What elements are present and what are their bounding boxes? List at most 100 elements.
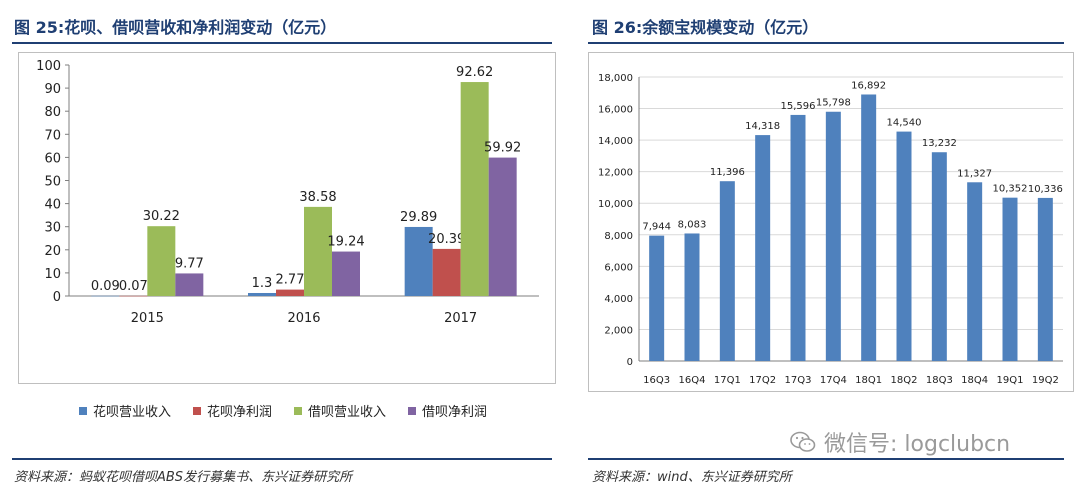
y-tick-label: 14,000 bbox=[598, 136, 633, 147]
data-label: 11,327 bbox=[957, 168, 992, 179]
source-note-left: 资料来源：蚂蚁花呗借呗ABS发行募集书、东兴证券研究所 bbox=[14, 470, 353, 485]
y-tick-label: 90 bbox=[44, 82, 61, 97]
legend-label: 借呗营业收入 bbox=[308, 405, 387, 420]
bar bbox=[790, 114, 806, 361]
bar bbox=[248, 292, 276, 296]
bar bbox=[1037, 197, 1053, 361]
x-tick-label: 18Q3 bbox=[926, 375, 953, 386]
source-rule-right bbox=[588, 458, 1064, 460]
y-tick-label: 0 bbox=[627, 357, 633, 368]
title-rule-right bbox=[588, 42, 1064, 44]
left-panel: 图 25:花呗、借呗营收和净利润变动（亿元） 0 10 20 30 40 50 60 70 80… bbox=[12, 18, 556, 485]
data-label: 16,892 bbox=[851, 80, 886, 91]
y-tick-label: 80 bbox=[44, 105, 61, 120]
bar bbox=[719, 181, 735, 361]
bar bbox=[967, 182, 983, 361]
chart-area-left: 0 10 20 30 40 50 60 70 80 90 100 2015 0.09 0.07 30.22 9… bbox=[18, 52, 556, 420]
bar bbox=[755, 135, 771, 361]
bar bbox=[931, 152, 947, 361]
revenue-profit-bar-chart: 0 10 20 30 40 50 60 70 80 90 100 2015 0.09 0.07 30.22 9… bbox=[36, 59, 539, 326]
data-label: 20.39 bbox=[428, 232, 465, 247]
data-label: 11,396 bbox=[710, 167, 745, 178]
y-tick-label: 2,000 bbox=[604, 325, 633, 336]
data-label: 1.3 bbox=[252, 276, 273, 291]
data-label: 7,944 bbox=[642, 222, 671, 233]
bar bbox=[861, 94, 877, 361]
legend-item: 花呗营业收入 bbox=[79, 401, 171, 420]
x-tick-label: 17Q1 bbox=[714, 375, 741, 386]
legend-item: 花呗净利润 bbox=[193, 401, 272, 420]
data-label: 0.09 bbox=[91, 279, 120, 294]
bar bbox=[332, 251, 360, 296]
x-tick-label: 19Q1 bbox=[997, 375, 1024, 386]
y-tick-label: 0 bbox=[53, 290, 61, 305]
bar bbox=[404, 226, 433, 296]
data-label: 14,540 bbox=[887, 118, 922, 129]
data-label: 10,336 bbox=[1028, 184, 1063, 195]
wechat-icon bbox=[790, 431, 816, 453]
y-tick-label: 20 bbox=[44, 244, 61, 259]
x-tick-label: 16Q3 bbox=[643, 375, 670, 386]
bar bbox=[147, 226, 176, 296]
x-tick-label: 18Q1 bbox=[855, 375, 882, 386]
chart-area-right: 0 2,000 4,000 6,000 8,000 10,000 12,000 14,000 1… bbox=[588, 52, 1074, 392]
bar bbox=[684, 233, 700, 361]
y-tick-label: 4,000 bbox=[604, 294, 633, 305]
legend-item: 借呗净利润 bbox=[408, 401, 487, 420]
legend-item: 借呗营业收入 bbox=[294, 401, 386, 420]
x-tick-label: 17Q3 bbox=[785, 375, 812, 386]
data-label: 15,798 bbox=[816, 98, 851, 109]
data-label: 92.62 bbox=[456, 65, 493, 80]
bar bbox=[432, 248, 461, 296]
bar bbox=[896, 131, 912, 361]
bar bbox=[175, 273, 204, 296]
legend-swatch bbox=[193, 406, 202, 415]
x-tick-label: 2016 bbox=[287, 311, 320, 326]
y-tick-label: 70 bbox=[44, 128, 61, 143]
data-label: 30.22 bbox=[143, 209, 180, 224]
bar bbox=[119, 295, 148, 297]
y-tick-label: 40 bbox=[44, 198, 61, 213]
data-label: 10,352 bbox=[993, 184, 1028, 195]
data-label: 9.77 bbox=[175, 256, 204, 271]
chart-title-right: 图 26:余额宝规模变动（亿元） bbox=[592, 18, 819, 37]
bar bbox=[304, 206, 332, 296]
y-tick-label: 6,000 bbox=[604, 262, 633, 273]
source-rule-left bbox=[12, 458, 552, 460]
x-tick-label: 2017 bbox=[444, 311, 477, 326]
x-tick-label: 19Q2 bbox=[1032, 375, 1059, 386]
data-label: 0.07 bbox=[119, 279, 148, 294]
legend-label: 借呗净利润 bbox=[422, 405, 488, 420]
y-tick-label: 8,000 bbox=[604, 231, 633, 242]
data-label: 8,083 bbox=[678, 219, 707, 230]
watermark-text: 微信号: logclubcn bbox=[824, 432, 1011, 457]
legend-swatch bbox=[294, 406, 303, 415]
yuebao-scale-bar-chart: 0 2,000 4,000 6,000 8,000 10,000 12,000 14,000 1… bbox=[598, 73, 1063, 386]
x-tick-label: 17Q2 bbox=[749, 375, 776, 386]
legend-swatch bbox=[79, 406, 87, 415]
data-label: 15,596 bbox=[781, 101, 816, 112]
bar bbox=[488, 157, 517, 296]
bar bbox=[460, 82, 489, 297]
legend-label: 花呗营业收入 bbox=[93, 405, 172, 420]
data-label: 59.92 bbox=[484, 141, 521, 156]
x-tick-label: 18Q4 bbox=[961, 375, 988, 386]
legend-swatch bbox=[408, 406, 417, 415]
data-label: 29.89 bbox=[400, 210, 437, 225]
chart-legend: 花呗营业收入 花呗净利润 借呗营业收入 借呗净利润 bbox=[79, 401, 487, 420]
right-panel: 图 26:余额宝规模变动（亿元） 0 2,000 4,000 6,000 8,000 10… bbox=[582, 0, 1080, 494]
bar bbox=[276, 289, 304, 296]
data-label: 13,232 bbox=[922, 138, 957, 149]
x-tick-label: 18Q2 bbox=[891, 375, 918, 386]
x-tick-label: 2015 bbox=[131, 311, 164, 326]
x-tick-label: 17Q4 bbox=[820, 375, 847, 386]
watermark: 微信号: logclubcn bbox=[790, 426, 1010, 458]
legend-label: 花呗净利润 bbox=[207, 405, 273, 420]
y-tick-label: 50 bbox=[44, 175, 61, 190]
y-tick-label: 10,000 bbox=[598, 199, 633, 210]
y-tick-label: 12,000 bbox=[598, 168, 633, 179]
y-tick-label: 10 bbox=[44, 267, 61, 282]
x-tick-label: 16Q4 bbox=[679, 375, 706, 386]
y-tick-label: 18,000 bbox=[598, 73, 633, 84]
y-tick-label: 60 bbox=[44, 151, 61, 166]
